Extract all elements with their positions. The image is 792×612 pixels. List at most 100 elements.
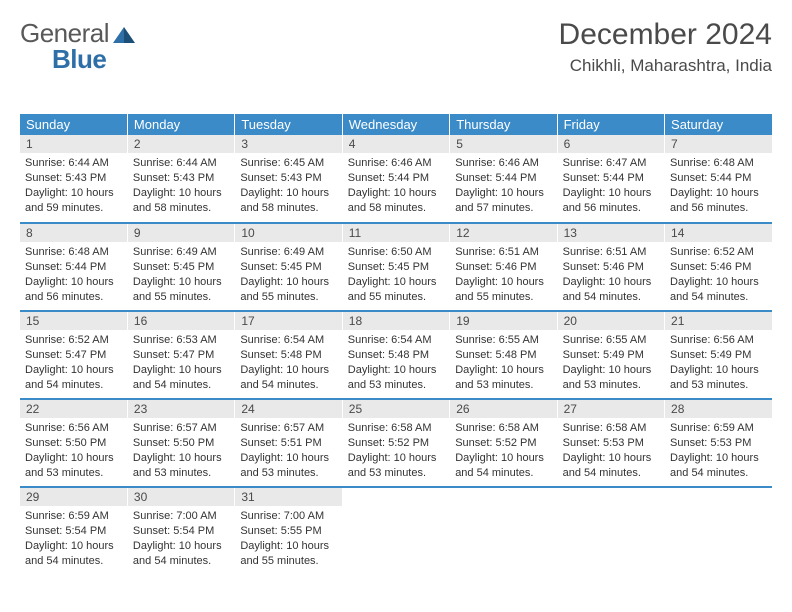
calendar-day-cell: 9Sunrise: 6:49 AMSunset: 5:45 PMDaylight… — [127, 223, 234, 311]
calendar-day-cell: 2Sunrise: 6:44 AMSunset: 5:43 PMDaylight… — [127, 135, 234, 223]
weekday-header-row: Sunday Monday Tuesday Wednesday Thursday… — [20, 114, 772, 135]
day-number: 27 — [558, 400, 664, 418]
day-details: Sunrise: 6:50 AMSunset: 5:45 PMDaylight:… — [343, 242, 449, 308]
sunrise-line: Sunrise: 6:48 AM — [25, 245, 122, 260]
sunrise-line: Sunrise: 6:48 AM — [670, 156, 767, 171]
sunset-line: Sunset: 5:50 PM — [25, 436, 122, 451]
daylight-line: Daylight: 10 hours and 54 minutes. — [670, 451, 767, 481]
sunrise-line: Sunrise: 6:54 AM — [348, 333, 444, 348]
sunrise-line: Sunrise: 6:49 AM — [133, 245, 229, 260]
day-details: Sunrise: 6:57 AMSunset: 5:51 PMDaylight:… — [235, 418, 341, 484]
sunset-line: Sunset: 5:49 PM — [670, 348, 767, 363]
calendar-week-row: 29Sunrise: 6:59 AMSunset: 5:54 PMDayligh… — [20, 487, 772, 575]
calendar-week-row: 22Sunrise: 6:56 AMSunset: 5:50 PMDayligh… — [20, 399, 772, 487]
sunset-line: Sunset: 5:44 PM — [563, 171, 659, 186]
weekday-header: Wednesday — [342, 114, 449, 135]
day-details: Sunrise: 6:46 AMSunset: 5:44 PMDaylight:… — [450, 153, 556, 219]
sunset-line: Sunset: 5:45 PM — [133, 260, 229, 275]
calendar-day-cell: 6Sunrise: 6:47 AMSunset: 5:44 PMDaylight… — [557, 135, 664, 223]
daylight-line: Daylight: 10 hours and 54 minutes. — [670, 275, 767, 305]
sunset-line: Sunset: 5:52 PM — [348, 436, 444, 451]
day-number: 31 — [235, 488, 341, 506]
day-number: 28 — [665, 400, 772, 418]
calendar-day-cell: 22Sunrise: 6:56 AMSunset: 5:50 PMDayligh… — [20, 399, 127, 487]
sunset-line: Sunset: 5:54 PM — [133, 524, 229, 539]
sunset-line: Sunset: 5:45 PM — [240, 260, 336, 275]
day-details: Sunrise: 6:46 AMSunset: 5:44 PMDaylight:… — [343, 153, 449, 219]
sunrise-line: Sunrise: 6:58 AM — [455, 421, 551, 436]
calendar-day-cell: 24Sunrise: 6:57 AMSunset: 5:51 PMDayligh… — [235, 399, 342, 487]
sunset-line: Sunset: 5:44 PM — [348, 171, 444, 186]
day-number: 12 — [450, 224, 556, 242]
day-details: Sunrise: 6:58 AMSunset: 5:52 PMDaylight:… — [343, 418, 449, 484]
daylight-line: Daylight: 10 hours and 55 minutes. — [240, 275, 336, 305]
daylight-line: Daylight: 10 hours and 58 minutes. — [133, 186, 229, 216]
sunset-line: Sunset: 5:45 PM — [348, 260, 444, 275]
sunset-line: Sunset: 5:48 PM — [348, 348, 444, 363]
day-number: 18 — [343, 312, 449, 330]
daylight-line: Daylight: 10 hours and 54 minutes. — [133, 539, 229, 569]
day-details: Sunrise: 6:47 AMSunset: 5:44 PMDaylight:… — [558, 153, 664, 219]
sunrise-line: Sunrise: 6:49 AM — [240, 245, 336, 260]
daylight-line: Daylight: 10 hours and 54 minutes. — [25, 363, 122, 393]
weekday-header: Monday — [127, 114, 234, 135]
day-number: 1 — [20, 135, 127, 153]
daylight-line: Daylight: 10 hours and 53 minutes. — [348, 451, 444, 481]
daylight-line: Daylight: 10 hours and 56 minutes. — [670, 186, 767, 216]
sunrise-line: Sunrise: 6:46 AM — [455, 156, 551, 171]
calendar-day-cell: 15Sunrise: 6:52 AMSunset: 5:47 PMDayligh… — [20, 311, 127, 399]
daylight-line: Daylight: 10 hours and 55 minutes. — [348, 275, 444, 305]
day-number: 6 — [558, 135, 664, 153]
day-details: Sunrise: 6:45 AMSunset: 5:43 PMDaylight:… — [235, 153, 341, 219]
heading-block: December 2024 Chikhli, Maharashtra, Indi… — [559, 18, 772, 76]
day-number: 25 — [343, 400, 449, 418]
calendar-week-row: 1Sunrise: 6:44 AMSunset: 5:43 PMDaylight… — [20, 135, 772, 223]
calendar-day-cell: 20Sunrise: 6:55 AMSunset: 5:49 PMDayligh… — [557, 311, 664, 399]
sunrise-line: Sunrise: 6:44 AM — [25, 156, 122, 171]
day-number: 26 — [450, 400, 556, 418]
day-details: Sunrise: 7:00 AMSunset: 5:54 PMDaylight:… — [128, 506, 234, 572]
day-details: Sunrise: 6:51 AMSunset: 5:46 PMDaylight:… — [450, 242, 556, 308]
daylight-line: Daylight: 10 hours and 57 minutes. — [455, 186, 551, 216]
sunrise-line: Sunrise: 6:59 AM — [670, 421, 767, 436]
daylight-line: Daylight: 10 hours and 53 minutes. — [455, 363, 551, 393]
daylight-line: Daylight: 10 hours and 58 minutes. — [348, 186, 444, 216]
day-number: 2 — [128, 135, 234, 153]
day-number: 14 — [665, 224, 772, 242]
daylight-line: Daylight: 10 hours and 59 minutes. — [25, 186, 122, 216]
calendar-day-cell: 1Sunrise: 6:44 AMSunset: 5:43 PMDaylight… — [20, 135, 127, 223]
sunset-line: Sunset: 5:48 PM — [240, 348, 336, 363]
day-number: 24 — [235, 400, 341, 418]
calendar-week-row: 15Sunrise: 6:52 AMSunset: 5:47 PMDayligh… — [20, 311, 772, 399]
calendar-day-cell: 30Sunrise: 7:00 AMSunset: 5:54 PMDayligh… — [127, 487, 234, 575]
daylight-line: Daylight: 10 hours and 54 minutes. — [455, 451, 551, 481]
calendar-day-cell: 23Sunrise: 6:57 AMSunset: 5:50 PMDayligh… — [127, 399, 234, 487]
sunrise-line: Sunrise: 6:50 AM — [348, 245, 444, 260]
header-bar: General December 2024 Chikhli, Maharasht… — [20, 18, 772, 76]
day-details: Sunrise: 6:58 AMSunset: 5:52 PMDaylight:… — [450, 418, 556, 484]
sunset-line: Sunset: 5:51 PM — [240, 436, 336, 451]
day-details: Sunrise: 6:59 AMSunset: 5:53 PMDaylight:… — [665, 418, 772, 484]
weekday-header: Sunday — [20, 114, 127, 135]
day-details: Sunrise: 6:44 AMSunset: 5:43 PMDaylight:… — [128, 153, 234, 219]
day-number: 21 — [665, 312, 772, 330]
day-details: Sunrise: 7:00 AMSunset: 5:55 PMDaylight:… — [235, 506, 341, 572]
day-details: Sunrise: 6:49 AMSunset: 5:45 PMDaylight:… — [128, 242, 234, 308]
day-details: Sunrise: 6:48 AMSunset: 5:44 PMDaylight:… — [665, 153, 772, 219]
calendar-day-cell: 16Sunrise: 6:53 AMSunset: 5:47 PMDayligh… — [127, 311, 234, 399]
calendar-day-cell — [342, 487, 449, 575]
sunrise-line: Sunrise: 6:59 AM — [25, 509, 122, 524]
calendar-week-row: 8Sunrise: 6:48 AMSunset: 5:44 PMDaylight… — [20, 223, 772, 311]
sunrise-line: Sunrise: 7:00 AM — [240, 509, 336, 524]
daylight-line: Daylight: 10 hours and 54 minutes. — [25, 539, 122, 569]
day-number: 19 — [450, 312, 556, 330]
calendar-day-cell: 5Sunrise: 6:46 AMSunset: 5:44 PMDaylight… — [450, 135, 557, 223]
sunset-line: Sunset: 5:53 PM — [670, 436, 767, 451]
day-number: 8 — [20, 224, 127, 242]
calendar-day-cell: 18Sunrise: 6:54 AMSunset: 5:48 PMDayligh… — [342, 311, 449, 399]
day-details: Sunrise: 6:56 AMSunset: 5:50 PMDaylight:… — [20, 418, 127, 484]
sunrise-line: Sunrise: 6:55 AM — [455, 333, 551, 348]
daylight-line: Daylight: 10 hours and 54 minutes. — [563, 451, 659, 481]
day-number: 5 — [450, 135, 556, 153]
daylight-line: Daylight: 10 hours and 54 minutes. — [240, 363, 336, 393]
